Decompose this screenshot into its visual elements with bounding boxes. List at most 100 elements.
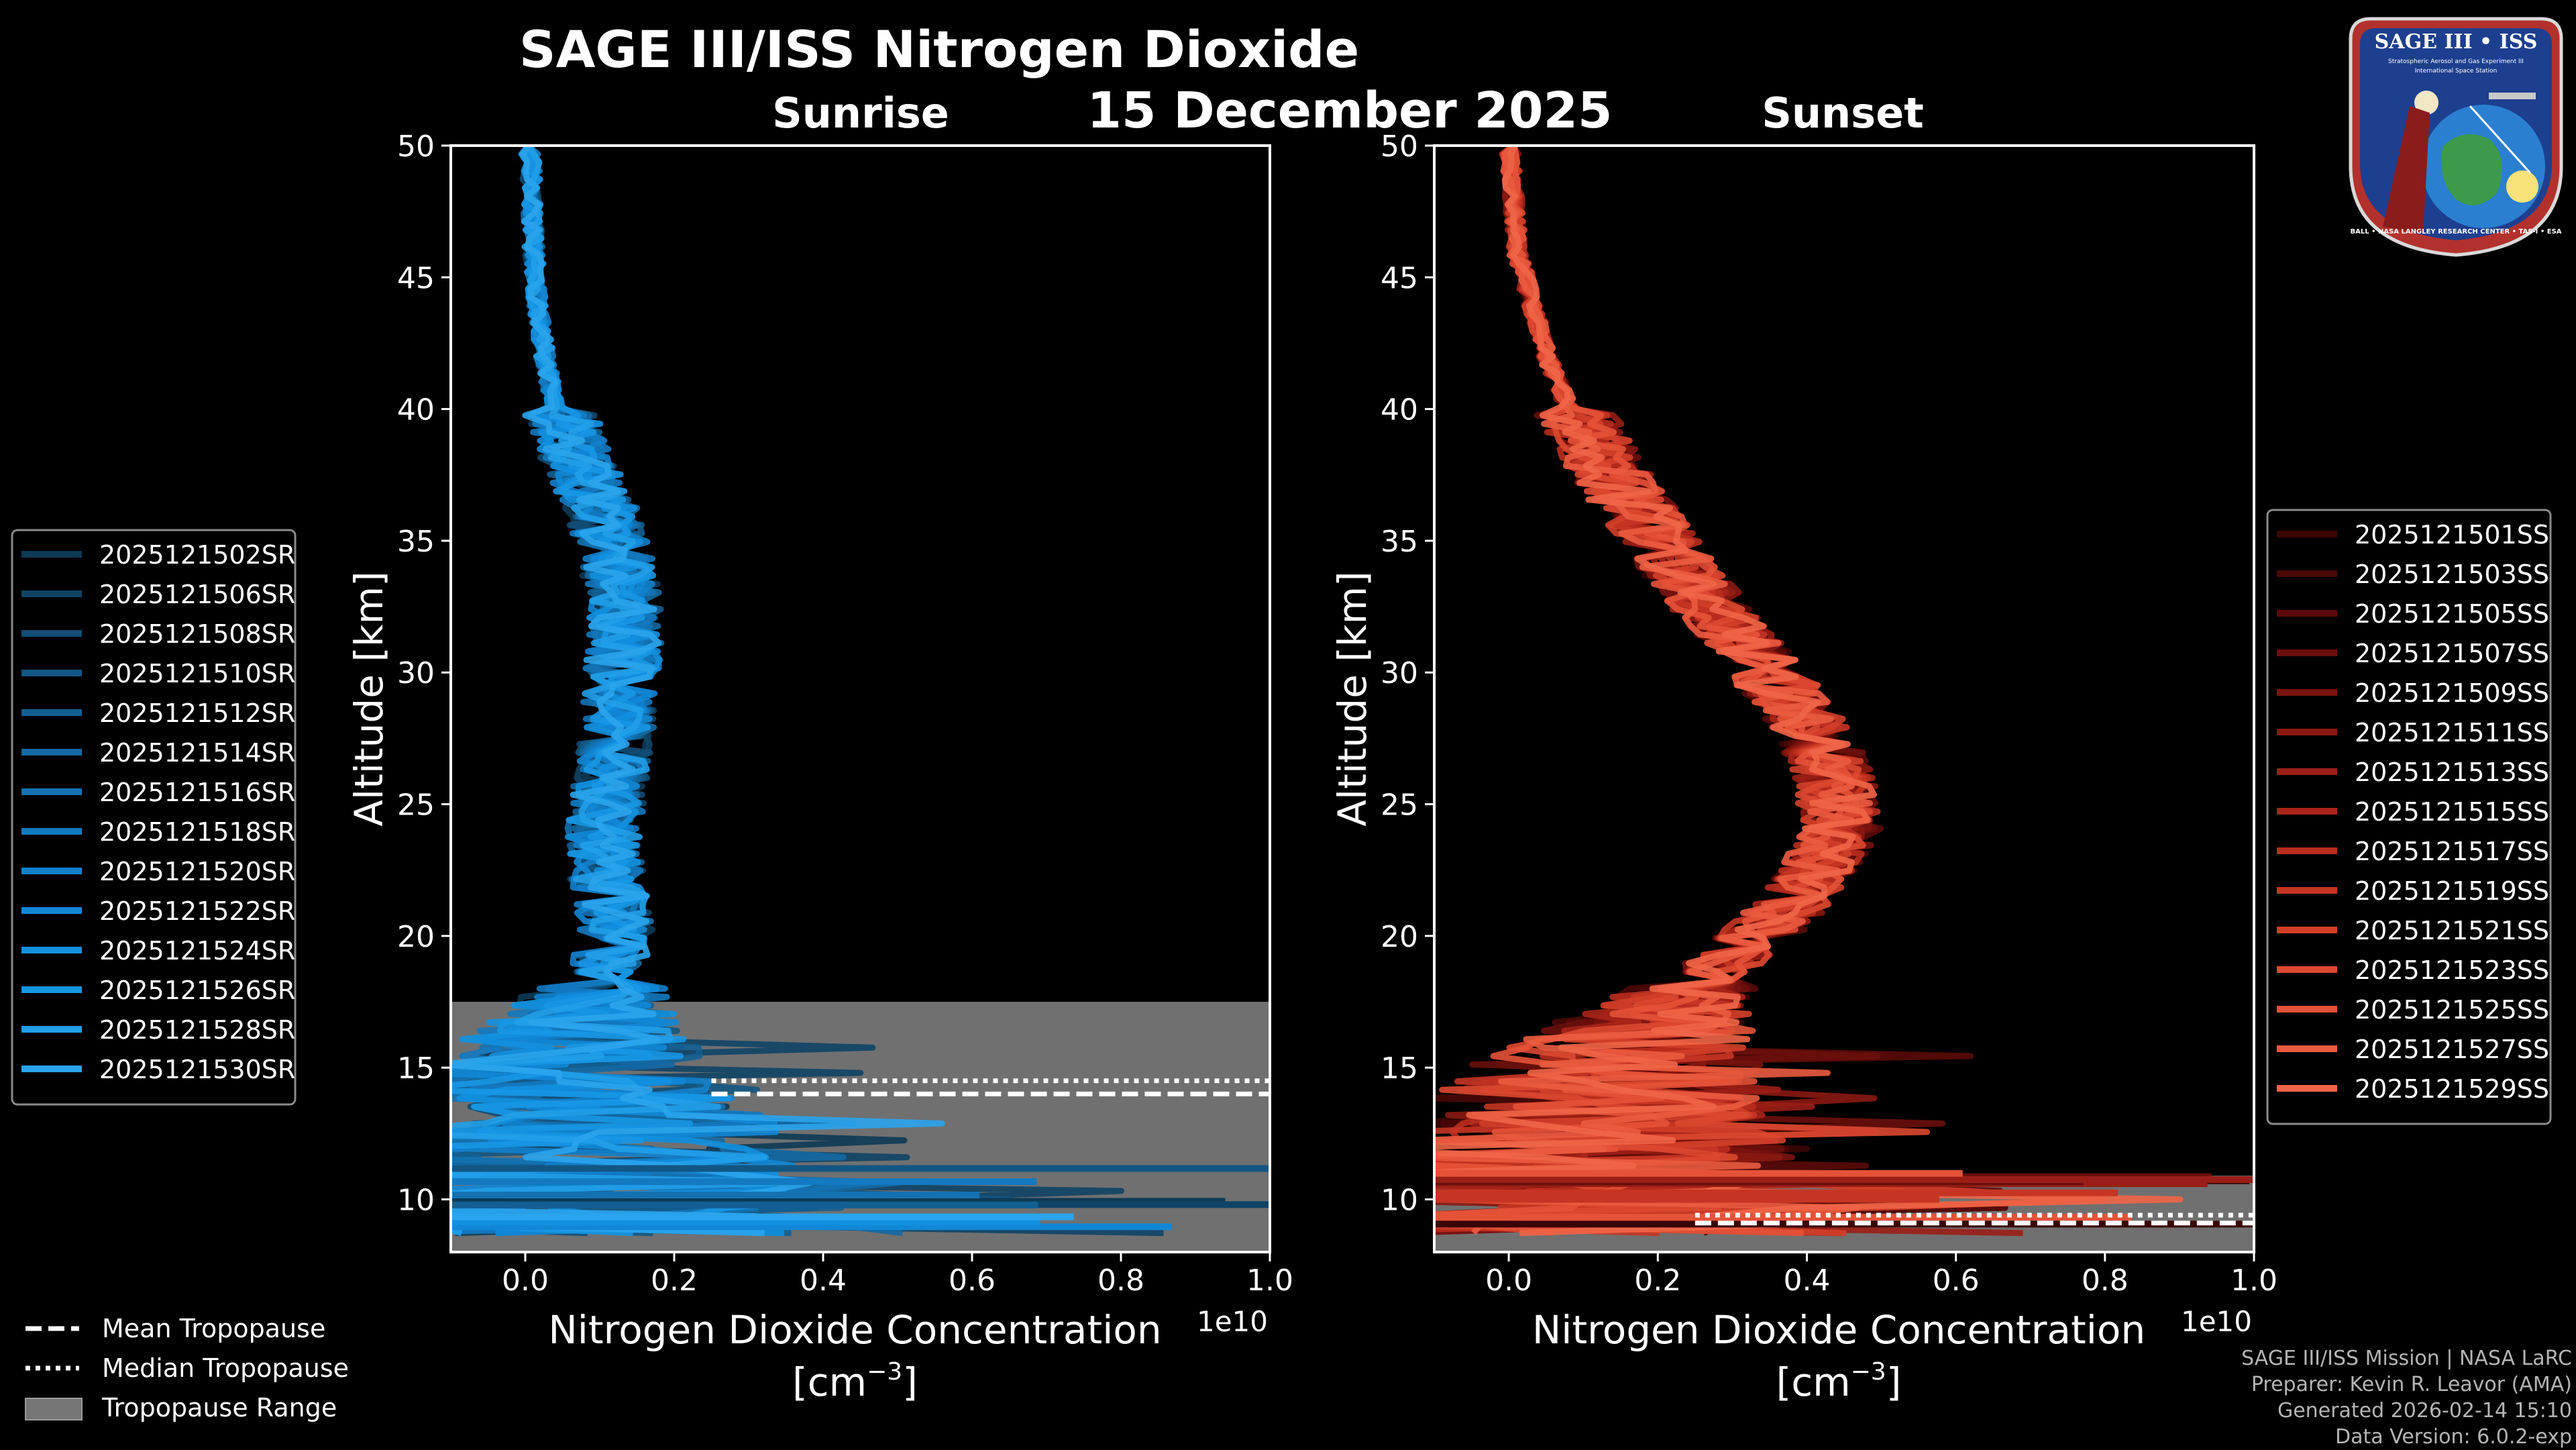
legend-label: 2025121505SS <box>2355 599 2549 629</box>
legend-label: 2025121530SR <box>99 1055 295 1084</box>
y-tick-label: 10 <box>397 1183 435 1217</box>
legend-label: 2025121523SS <box>2355 955 2549 985</box>
tropopause-range-label: Tropopause Range <box>101 1393 337 1422</box>
profile-line-2025121530SR <box>451 146 945 1237</box>
profile-lines <box>451 146 1270 1237</box>
sunrise-legend: 2025121502SR 2025121506SR 2025121508SR 2025… <box>11 529 297 1106</box>
figure-robe-icon <box>2383 106 2430 234</box>
x-tick-label: 1.0 <box>1246 1263 1293 1298</box>
legend-label: 2025121527SS <box>2355 1035 2549 1064</box>
generated-timestamp: Generated 2026-02-14 15:10 <box>2277 1399 2572 1422</box>
mean-tropopause-label: Mean Tropopause <box>102 1314 325 1343</box>
legend-label: 2025121506SR <box>99 580 295 609</box>
x-axis-unit-exponent: −3 <box>1851 1358 1886 1386</box>
sunset-panel-title: Sunset <box>1762 89 1924 138</box>
y-tick-label: 45 <box>397 261 435 295</box>
moon-icon <box>2414 91 2438 115</box>
x-axis-unit-text: [cm <box>792 1359 867 1405</box>
x-axis-label: Nitrogen Dioxide Concentration <box>548 1307 1161 1353</box>
legend-label: 2025121501SS <box>2355 520 2549 550</box>
mission-credit: SAGE III/ISS Mission | NASA LaRC <box>2241 1347 2572 1370</box>
y-tick-label: 20 <box>397 920 435 954</box>
y-tick-label: 40 <box>397 393 435 427</box>
x-tick-label: 0.4 <box>1783 1263 1830 1298</box>
y-tick-label: 50 <box>397 130 435 164</box>
profile-line-2025121527SS <box>1434 146 1873 1235</box>
legend-label: 2025121522SR <box>99 896 295 926</box>
continent-icon <box>2441 134 2502 205</box>
legend-label: 2025121520SR <box>99 857 295 886</box>
figure-title: SAGE III/ISS Nitrogen Dioxide <box>519 19 1359 79</box>
y-tick-label: 30 <box>1381 656 1418 690</box>
median-tropopause-label: Median Tropopause <box>102 1353 349 1383</box>
x-tick-label: 0.0 <box>1485 1263 1532 1298</box>
y-tick-label: 15 <box>1381 1051 1418 1086</box>
profile-line-2025121529SS <box>1434 146 2184 1237</box>
y-tick-label: 30 <box>397 656 435 690</box>
x-tick-label: 0.2 <box>1634 1263 1681 1298</box>
x-tick-label: 0.4 <box>800 1263 847 1298</box>
x-tick-label: 0.2 <box>651 1263 698 1298</box>
sunset-panel: 0.0 0.2 0.4 0.6 0.8 1.0 10 15 20 25 30 35 40 45 50 1e10… <box>1330 130 2277 1405</box>
y-tick-label: 50 <box>1381 130 1418 164</box>
x-scale-offset-label: 1e10 <box>1197 1305 1268 1338</box>
sunrise-panel: 0.0 0.2 0.4 0.6 0.8 1.0 10 15 20 25 30 35 40 45 50 1e10… <box>346 130 1293 1405</box>
legend-label: 2025121521SS <box>2355 916 2549 945</box>
legend-label: 2025121529SS <box>2355 1074 2549 1104</box>
legend-frame <box>11 529 297 1106</box>
badge-subtitle: Stratospheric Aerosol and Gas Experiment… <box>2388 58 2524 65</box>
legend-label: 2025121528SR <box>99 1015 295 1045</box>
badge-subtitle-2: International Space Station <box>2415 68 2498 74</box>
x-axis-unit-bracket: ] <box>902 1359 918 1405</box>
sunset-legend: 2025121501SS 2025121503SS 2025121505SS 2025… <box>2266 509 2552 1125</box>
y-tick-label: 25 <box>397 788 435 823</box>
preparer-credit: Preparer: Kevin R. Leavor (AMA) <box>2251 1373 2572 1396</box>
plot-frame <box>449 144 1271 1253</box>
x-axis-unit-label: [cm−3] <box>1776 1358 1902 1405</box>
y-tick-label: 20 <box>1381 920 1418 954</box>
legend-label: 2025121512SR <box>99 698 295 728</box>
x-tick-label: 0.6 <box>949 1263 996 1298</box>
x-tick-label: 1.0 <box>2231 1263 2277 1298</box>
legend-label: 2025121508SR <box>99 619 295 649</box>
sage-mission-badge: SAGE III • ISS Stratospheric Aerosol and… <box>2349 17 2563 257</box>
legend-label: 2025121510SR <box>99 659 295 688</box>
legend-label: 2025121526SR <box>99 976 295 1005</box>
legend-label: 2025121514SR <box>99 738 295 768</box>
x-axis-label: Nitrogen Dioxide Concentration <box>1532 1307 2145 1353</box>
x-axis-unit-text: [cm <box>1776 1359 1851 1405</box>
legend-label: 2025121502SR <box>99 540 295 570</box>
figure-date: 15 December 2025 <box>1087 82 1613 140</box>
y-tick-label: 10 <box>1381 1183 1418 1217</box>
legend-label: 2025121525SS <box>2355 995 2549 1025</box>
x-tick-label: 0.8 <box>1097 1263 1144 1298</box>
x-axis-unit-exponent: −3 <box>867 1358 902 1386</box>
y-axis-label: Altitude [km] <box>1330 571 1375 826</box>
badge-title: SAGE III • ISS <box>2375 30 2538 54</box>
x-tick-label: 0.8 <box>2082 1263 2129 1298</box>
legend-label: 2025121515SS <box>2355 797 2549 827</box>
legend-frame <box>2266 509 2552 1125</box>
profile-line-2025121521SS <box>1434 146 2106 1237</box>
legend-label: 2025121507SS <box>2355 639 2549 668</box>
credits-block: SAGE III/ISS Mission | NASA LaRC Prepare… <box>2241 1345 2572 1450</box>
x-axis-unit-bracket: ] <box>1886 1359 1902 1405</box>
legend-label: 2025121503SS <box>2355 560 2549 589</box>
legend-label: 2025121517SS <box>2355 837 2549 866</box>
data-version: Data Version: 6.0.2-exp <box>2334 1425 2572 1449</box>
x-tick-label: 0.6 <box>1933 1263 1980 1298</box>
legend-label: 2025121516SR <box>99 778 295 807</box>
y-tick-label: 15 <box>397 1051 435 1086</box>
x-tick-label: 0.0 <box>502 1263 549 1298</box>
y-tick-label: 40 <box>1381 393 1418 427</box>
legend-label: 2025121513SS <box>2355 758 2549 787</box>
plot-frame <box>1433 144 2255 1253</box>
tropopause-range-swatch <box>25 1398 83 1420</box>
light-ray-icon <box>2469 105 2532 174</box>
legend-label: 2025121524SR <box>99 936 295 966</box>
iss-icon <box>2489 93 2536 99</box>
sun-icon <box>2506 170 2538 203</box>
y-tick-label: 25 <box>1381 788 1418 823</box>
y-tick-label: 45 <box>1381 261 1418 295</box>
